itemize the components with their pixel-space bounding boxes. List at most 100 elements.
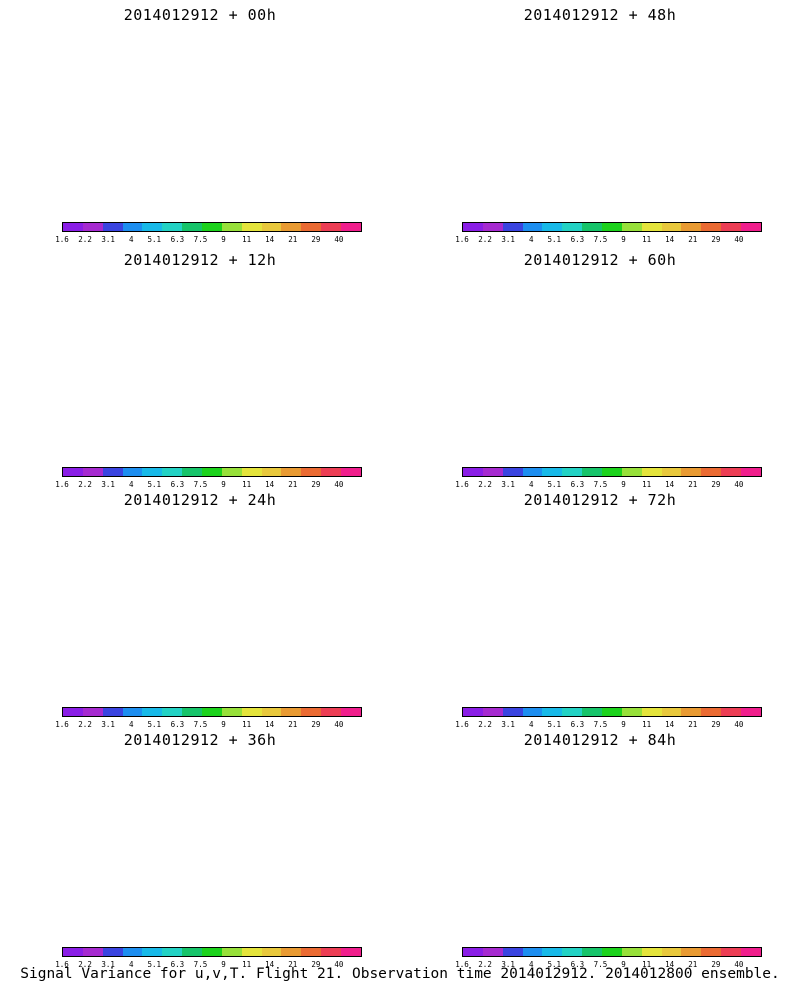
forecast-panel: 2014012912 + 36h 1.6 2.2 3.1 4 5.1 6.3 7.5 9 11 14…: [0, 725, 400, 970]
colorbar-swatch: [641, 708, 662, 716]
colorbar-swatch: [602, 948, 622, 956]
colorbar-tick-label: 40: [734, 480, 744, 489]
grid-meridian: [484, 45, 544, 193]
variance-blob: [177, 341, 252, 417]
variance-blob: [302, 640, 366, 701]
missing-data-patch: [97, 513, 122, 533]
variance-blob: [176, 313, 228, 365]
colorbar-tick-label: 5.1: [147, 960, 162, 969]
colorbar-swatch: [741, 948, 761, 956]
colorbar-tick-label: 1.6: [455, 720, 469, 729]
variance-blob: [595, 909, 657, 941]
variance-blob: [649, 435, 673, 461]
variance-blob: [251, 315, 319, 389]
variance-blob: [513, 569, 555, 612]
colorbar-swatch: [241, 223, 262, 231]
variance-blob: [679, 148, 714, 179]
colorbar-swatch: [661, 948, 682, 956]
forecast-panel: 2014012912 + 12h 1.6 2.2 3.1 4 5.1 6.3 7.5 9 11 14…: [0, 245, 400, 490]
variance-blob: [275, 771, 317, 816]
variance-map: [0, 511, 400, 701]
variance-blob: [548, 835, 585, 869]
variance-blob: [240, 613, 329, 689]
variance-blob: [684, 512, 735, 543]
variance-blob: [437, 352, 471, 389]
colorbar-tick-label: 14: [265, 720, 275, 729]
colorbar-tick-label: 2.2: [478, 960, 492, 969]
variance-blob: [199, 103, 285, 177]
variance-blob: [20, 805, 70, 862]
colorbar-tick-label: 7.5: [193, 720, 208, 729]
variance-blob: [275, 897, 301, 925]
variance-blob: [124, 816, 151, 847]
variance-blob: [516, 130, 581, 182]
colorbar-swatch: [301, 948, 322, 956]
variance-blob: [424, 909, 487, 941]
colorbar-tick-label: 21: [688, 235, 698, 244]
variance-blob: [188, 338, 216, 357]
variance-blob: [499, 418, 538, 457]
colorbar-swatch: [122, 468, 143, 476]
colorbar-tick-label: 3.1: [501, 480, 515, 489]
variance-blob: [117, 661, 165, 696]
variance-blob: [640, 593, 693, 636]
variance-blob: [713, 818, 764, 857]
colorbar-swatch: [122, 948, 143, 956]
variance-blob: [715, 75, 749, 96]
variance-blob: [185, 615, 227, 656]
colorbar-swatch: [341, 223, 361, 231]
variance-blob: [235, 843, 272, 874]
variance-blob: [120, 395, 205, 456]
panel-title: 2014012912 + 72h: [523, 491, 677, 509]
variance-blob: [441, 791, 485, 819]
colorbar-swatch: [542, 708, 563, 716]
variance-blob: [441, 617, 485, 670]
colorbar-swatch: [721, 223, 742, 231]
coastline: [430, 291, 768, 445]
variance-blob: [663, 402, 714, 449]
variance-blob: [45, 182, 108, 216]
variance-blob: [62, 579, 90, 605]
grid-meridian: [304, 26, 400, 129]
colorbar-swatch: [202, 948, 222, 956]
grid-meridian: [84, 770, 144, 918]
colorbar-tick-label: 9: [621, 720, 626, 729]
colorbar-swatch: [482, 948, 503, 956]
colorbar-swatch: [142, 223, 163, 231]
colorbar-swatch: [562, 708, 583, 716]
variance-blob: [587, 763, 678, 871]
variance-blob: [523, 372, 598, 435]
colorbar-swatch: [142, 468, 163, 476]
grid-meridian: [704, 26, 800, 129]
variance-blob: [92, 382, 149, 424]
colorbar-swatch: [82, 708, 103, 716]
variance-blob: [534, 404, 620, 461]
variance-blob: [547, 94, 581, 116]
variance-blob: [181, 271, 240, 319]
variance-blob: [144, 39, 206, 98]
variance-blob: [469, 407, 499, 438]
variance-blob: [23, 139, 105, 193]
map-field-base: [400, 511, 800, 701]
colorbar-tick-label: 3.1: [101, 720, 115, 729]
colorbar-swatch: [463, 223, 483, 231]
variance-map: [0, 751, 400, 941]
variance-blob: [294, 539, 341, 590]
colorbar-swatch: [63, 223, 83, 231]
forecast-panel: 2014012912 + 48h 1.6 2.2 3.1 4 5.1 6.3 7.5 9 11 14…: [400, 0, 800, 245]
variance-blob: [125, 85, 191, 162]
variance-blob: [281, 751, 331, 806]
colorbar-tick-label: 3.1: [501, 720, 515, 729]
colorbar-swatch: [741, 223, 761, 231]
colorbar-swatch: [562, 948, 583, 956]
variance-blob: [434, 526, 504, 593]
colorbar-swatch: [82, 223, 103, 231]
map-field-base: [0, 26, 400, 216]
colorbar-tick-label: 1.6: [455, 960, 469, 969]
grid-parallel: [34, 751, 366, 831]
variance-blob: [65, 122, 101, 163]
colorbar-ticks: 1.6 2.2 3.1 4 5.1 6.3 7.5 9 11 14 21 29 40: [455, 480, 762, 490]
grid-parallel: [0, 553, 400, 681]
colorbar-swatch: [221, 948, 242, 956]
variance-blob: [484, 293, 561, 382]
